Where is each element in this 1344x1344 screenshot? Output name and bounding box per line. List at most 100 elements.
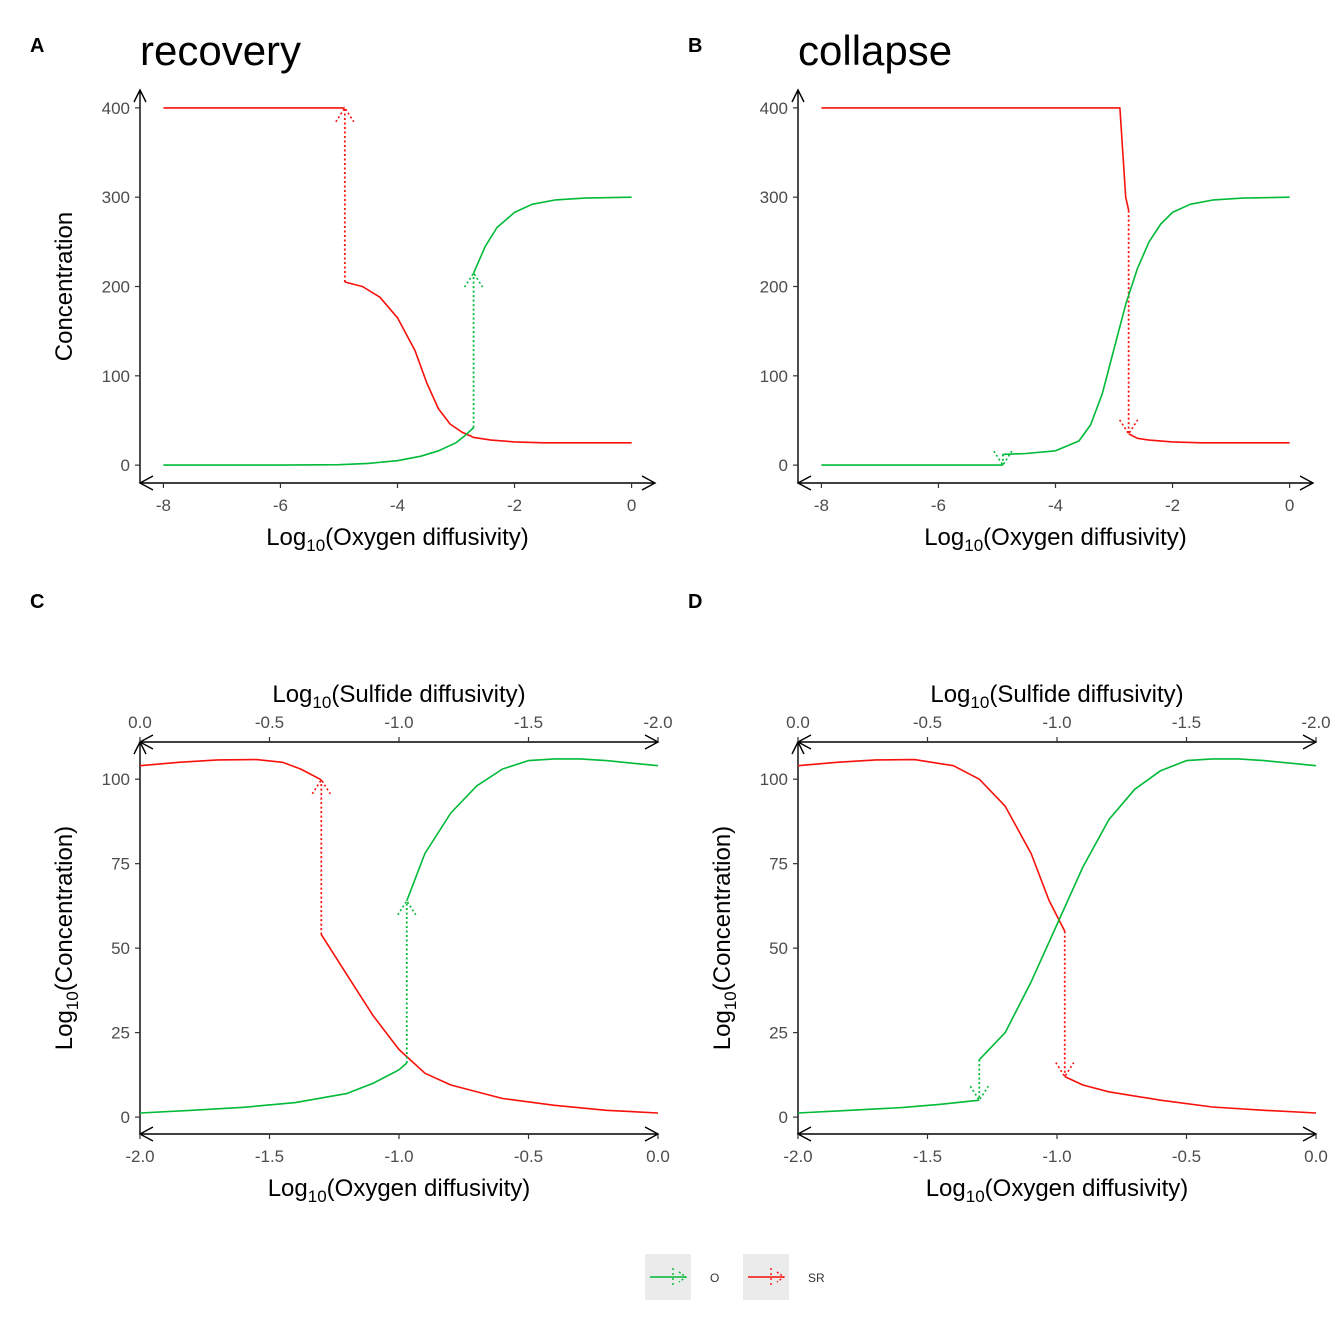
legend: O SR xyxy=(645,1254,825,1300)
x-tick-label: -4 xyxy=(390,496,405,515)
y-tick-label: 100 xyxy=(760,770,788,789)
x2-tick-label: -1.0 xyxy=(1042,713,1071,732)
panel-title: collapse xyxy=(798,27,952,74)
legend-key-arrowhead xyxy=(678,1271,688,1283)
x2-tick-label: 0.0 xyxy=(786,713,810,732)
panel-letter: B xyxy=(688,35,702,57)
y-tick-label: 0 xyxy=(779,456,788,475)
x-tick-label: -4 xyxy=(1048,496,1063,515)
x-tick-label: -1.0 xyxy=(384,1147,413,1166)
series-sr-arrowhead xyxy=(335,106,355,123)
x-tick-label: -1.0 xyxy=(1042,1147,1071,1166)
series-o-line xyxy=(978,758,1317,1061)
series-o-arrowhead xyxy=(463,271,484,288)
x2-tick-label: -1.0 xyxy=(384,713,413,732)
legend-key-arrowhead xyxy=(776,1271,786,1283)
series-o-line xyxy=(797,1099,980,1114)
axes xyxy=(133,734,660,1142)
legend-item-o: O xyxy=(645,1254,719,1300)
x2-tick-label: -2.0 xyxy=(643,713,672,732)
x-tick-label: 0.0 xyxy=(1304,1147,1328,1166)
y-tick-label: 200 xyxy=(760,278,788,297)
x-axis-title: Log10(Oxygen diffusivity) xyxy=(926,1175,1189,1206)
series-sr-line xyxy=(344,281,632,444)
series-sr-line xyxy=(1128,433,1290,444)
panel-letter: D xyxy=(688,591,702,613)
x2-tick-label: -1.5 xyxy=(514,713,543,732)
series-o-arrowhead xyxy=(969,1085,989,1102)
x-tick-label: 0 xyxy=(1285,496,1294,515)
series-o-line xyxy=(1002,196,1290,456)
y-tick-label: 0 xyxy=(121,1108,130,1127)
series-sr-arrowhead xyxy=(1118,419,1139,436)
series-sr-line xyxy=(1064,1075,1317,1114)
x-axis-title: Log10(Oxygen diffusivity) xyxy=(924,524,1187,555)
y-tick-label: 100 xyxy=(102,367,130,386)
y-tick-label: 200 xyxy=(102,278,130,297)
axes xyxy=(791,734,1318,1142)
y-tick-label: 300 xyxy=(102,188,130,207)
series-o-line xyxy=(406,758,659,902)
x-axis-arrow-right xyxy=(641,475,657,491)
series-sr-line xyxy=(797,758,1066,932)
series-sr-line xyxy=(139,758,322,781)
x2-tick-label: 0.0 xyxy=(128,713,152,732)
legend-item-sr: SR xyxy=(743,1254,825,1300)
x-tick-label: -2.0 xyxy=(783,1147,812,1166)
x-tick-label: 0 xyxy=(627,496,636,515)
x2-tick-label: -0.5 xyxy=(913,713,942,732)
y-tick-label: 25 xyxy=(769,1024,788,1043)
x-tick-label: -6 xyxy=(273,496,288,515)
axes xyxy=(791,88,1315,491)
x-tick-label: -2 xyxy=(1165,496,1180,515)
series-o-line xyxy=(472,196,632,274)
panel-letter: C xyxy=(30,591,44,613)
panel-letter: A xyxy=(30,35,44,57)
panel-d: D -2.0 -1.5 -1.0 -0.5 0.0 0 25 50 75 100 Log10(Oxyg… xyxy=(688,591,1331,1206)
y-axis-title: Concentration xyxy=(51,212,78,361)
x-tick-label: -1.5 xyxy=(913,1147,942,1166)
y-tick-label: 100 xyxy=(760,367,788,386)
x-tick-label: -2.0 xyxy=(125,1147,154,1166)
y-axis-title: Log10(Concentration) xyxy=(709,826,740,1050)
legend-label: SR xyxy=(808,1271,825,1285)
y-tick-label: 0 xyxy=(779,1108,788,1127)
legend-label: O xyxy=(710,1271,719,1285)
x2-axis-title: Log10(Sulfide diffusivity) xyxy=(930,681,1183,712)
x-tick-label: -0.5 xyxy=(1172,1147,1201,1166)
x2-tick-label: -1.5 xyxy=(1172,713,1201,732)
y-tick-label: 0 xyxy=(121,456,130,475)
y-tick-label: 100 xyxy=(102,770,130,789)
x-tick-label: 0.0 xyxy=(646,1147,670,1166)
x2-tick-label: -2.0 xyxy=(1301,713,1330,732)
series-sr-arrowhead xyxy=(311,778,331,795)
series-o-line xyxy=(139,1062,408,1114)
series-o-arrowhead xyxy=(397,899,417,916)
y-axis-arrow xyxy=(133,88,147,103)
y-axis-arrow xyxy=(791,88,805,103)
y-tick-label: 75 xyxy=(111,855,130,874)
series-sr-line xyxy=(821,107,1130,211)
x2-axis-title: Log10(Sulfide diffusivity) xyxy=(272,681,525,712)
series-o-arrowhead xyxy=(993,450,1013,467)
x-axis-arrow-left xyxy=(796,475,812,491)
series-sr-arrowhead xyxy=(1055,1062,1075,1079)
x-tick-label: -8 xyxy=(156,496,171,515)
x-tick-label: -1.5 xyxy=(255,1147,284,1166)
axes xyxy=(133,88,657,491)
x-tick-label: -0.5 xyxy=(514,1147,543,1166)
y-axis-title: Log10(Concentration) xyxy=(51,826,82,1050)
x-tick-label: -2 xyxy=(507,496,522,515)
y-tick-label: 50 xyxy=(769,939,788,958)
y-tick-label: 50 xyxy=(111,939,130,958)
panel-title: recovery xyxy=(140,27,301,74)
y-tick-label: 75 xyxy=(769,855,788,874)
y-tick-label: 400 xyxy=(102,99,130,118)
series-o-line xyxy=(163,427,475,466)
series-sr-line xyxy=(320,934,659,1114)
x-axis-title: Log10(Oxygen diffusivity) xyxy=(266,524,529,555)
